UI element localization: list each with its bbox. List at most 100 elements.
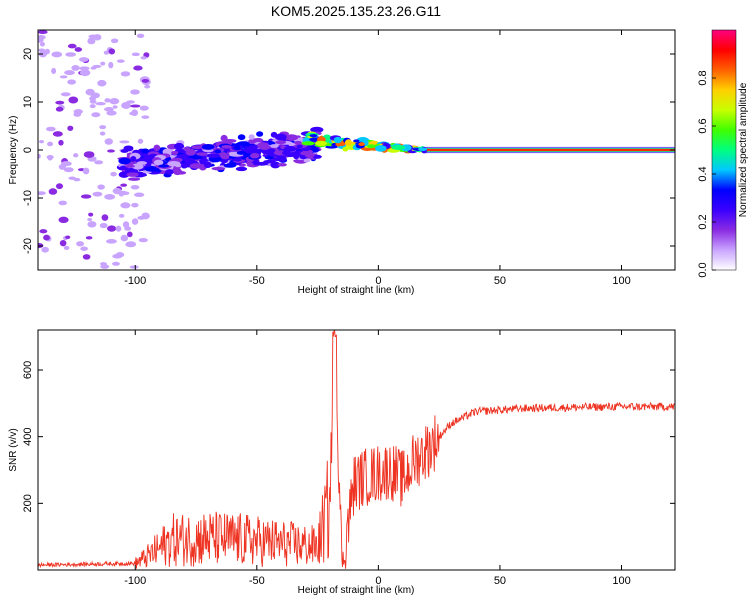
- heatmap-blob: [303, 158, 311, 163]
- top-x-tick-label: -50: [249, 275, 265, 287]
- heatmap-blob: [144, 165, 159, 172]
- heatmap-blob: [130, 89, 140, 95]
- heatmap-blob: [153, 159, 164, 166]
- chart-title: KOM5.2025.135.23.26.G11: [271, 3, 441, 19]
- heatmap-blob: [131, 218, 139, 225]
- heatmap-blob: [309, 134, 318, 138]
- heatmap-blob: [65, 235, 71, 240]
- top-x-tick-label: -100: [124, 275, 146, 287]
- colorbar-tick-label: 0.2: [697, 214, 709, 229]
- colorbar-tick-label: 0.6: [697, 118, 709, 133]
- heatmap-blob: [118, 157, 131, 165]
- bottom-y-tick-label: 600: [22, 361, 34, 379]
- heatmap-blob: [236, 150, 246, 155]
- heatmap-blob: [112, 105, 118, 109]
- heatmap-blob: [312, 154, 322, 159]
- heatmap-blob: [137, 215, 146, 220]
- heatmap-blob: [107, 225, 117, 232]
- heatmap-blob: [137, 138, 144, 144]
- heatmap-blob: [333, 136, 342, 144]
- heatmap-blob: [137, 173, 148, 177]
- bottom-x-tick-label: 100: [612, 575, 630, 587]
- heatmap-blob: [196, 152, 208, 156]
- heatmap-blob: [120, 71, 131, 77]
- heatmap-blob: [88, 212, 94, 217]
- heatmap-blob: [130, 184, 140, 190]
- heatmap-blob: [182, 157, 196, 163]
- heatmap-blob: [38, 191, 46, 196]
- heatmap-blob: [120, 202, 131, 209]
- heatmap-blob: [116, 59, 125, 63]
- heatmap-blob: [304, 153, 315, 158]
- heatmap-blob: [220, 134, 228, 142]
- heatmap-blob: [87, 221, 97, 228]
- heatmap-blob: [89, 104, 96, 109]
- heatmap-blob: [175, 170, 187, 175]
- heatmap-blob: [129, 265, 139, 269]
- heatmap-blob: [38, 30, 48, 35]
- heatmap-blob: [104, 107, 114, 112]
- heatmap-blob: [52, 131, 63, 137]
- colorbar-tick-label: 0.8: [697, 70, 709, 85]
- heatmap-blob: [60, 92, 71, 97]
- heatmap-blob: [51, 51, 63, 58]
- heatmap-blob: [109, 98, 120, 105]
- heatmap-blob: [130, 104, 141, 108]
- heatmap-blob: [138, 238, 148, 243]
- heatmap-blob: [367, 144, 376, 149]
- heatmap-blob: [104, 193, 116, 200]
- heatmap-blob: [110, 171, 117, 177]
- heatmap-blob: [167, 161, 181, 167]
- heatmap-blob: [353, 139, 360, 143]
- heatmap-blob: [270, 144, 279, 148]
- heatmap-blob: [65, 52, 77, 57]
- heatmap-blob: [73, 153, 79, 158]
- heatmap-blob: [46, 126, 56, 132]
- heatmap-blob: [252, 159, 260, 166]
- heatmap-blob: [89, 96, 97, 102]
- heatmap-blob: [105, 239, 117, 244]
- heatmap-blob: [108, 61, 114, 69]
- heatmap-blob: [82, 254, 91, 260]
- bottom-x-tick-label: 0: [375, 575, 381, 587]
- heatmap-blob: [120, 183, 128, 187]
- heatmap-blob: [106, 110, 117, 116]
- heatmap-blob: [55, 183, 64, 190]
- heatmap-blob: [375, 145, 387, 152]
- heatmap-blob: [97, 184, 105, 190]
- top-x-axis-label: Height of straight line (km): [298, 285, 415, 296]
- heatmap-blob: [104, 138, 113, 145]
- heatmap-blob: [118, 213, 125, 218]
- heatmap-blob: [270, 161, 281, 169]
- heatmap-blob: [73, 108, 83, 115]
- top-y-tick-label: 0: [22, 147, 34, 153]
- heatmap-blob: [67, 125, 74, 131]
- colorbar-tick-label: 0.0: [697, 262, 709, 277]
- top-y-axis-label: Frequency (Hz): [8, 116, 19, 185]
- heatmap-blob: [100, 264, 110, 269]
- heatmap-blob: [39, 41, 45, 47]
- heatmap-blob: [58, 216, 69, 224]
- heatmap-blob: [92, 191, 103, 197]
- top-x-tick-label: 0: [375, 275, 381, 287]
- bottom-plot-frame: [37, 329, 676, 571]
- heatmap-blob: [126, 231, 133, 238]
- heatmap-blob: [91, 112, 101, 118]
- colorbar-label: Normalized spectral amplitude: [738, 82, 749, 217]
- heatmap-blob: [104, 98, 111, 103]
- heatmap-blob: [63, 167, 74, 173]
- heatmap-blob: [82, 167, 90, 175]
- heatmap-blob: [112, 261, 120, 266]
- heatmap-blob: [233, 144, 241, 151]
- heatmap-blob: [68, 96, 79, 104]
- heatmap-blob: [101, 214, 109, 221]
- heatmap-blob: [245, 149, 255, 154]
- heatmap-blob: [126, 172, 140, 177]
- heatmap-blob: [121, 101, 131, 109]
- heatmap-blob: [90, 66, 97, 70]
- top-y-tick-label: -20: [22, 238, 34, 254]
- heatmap-blob: [180, 163, 188, 169]
- tone-band: [427, 149, 675, 151]
- heatmap-blob: [47, 155, 53, 161]
